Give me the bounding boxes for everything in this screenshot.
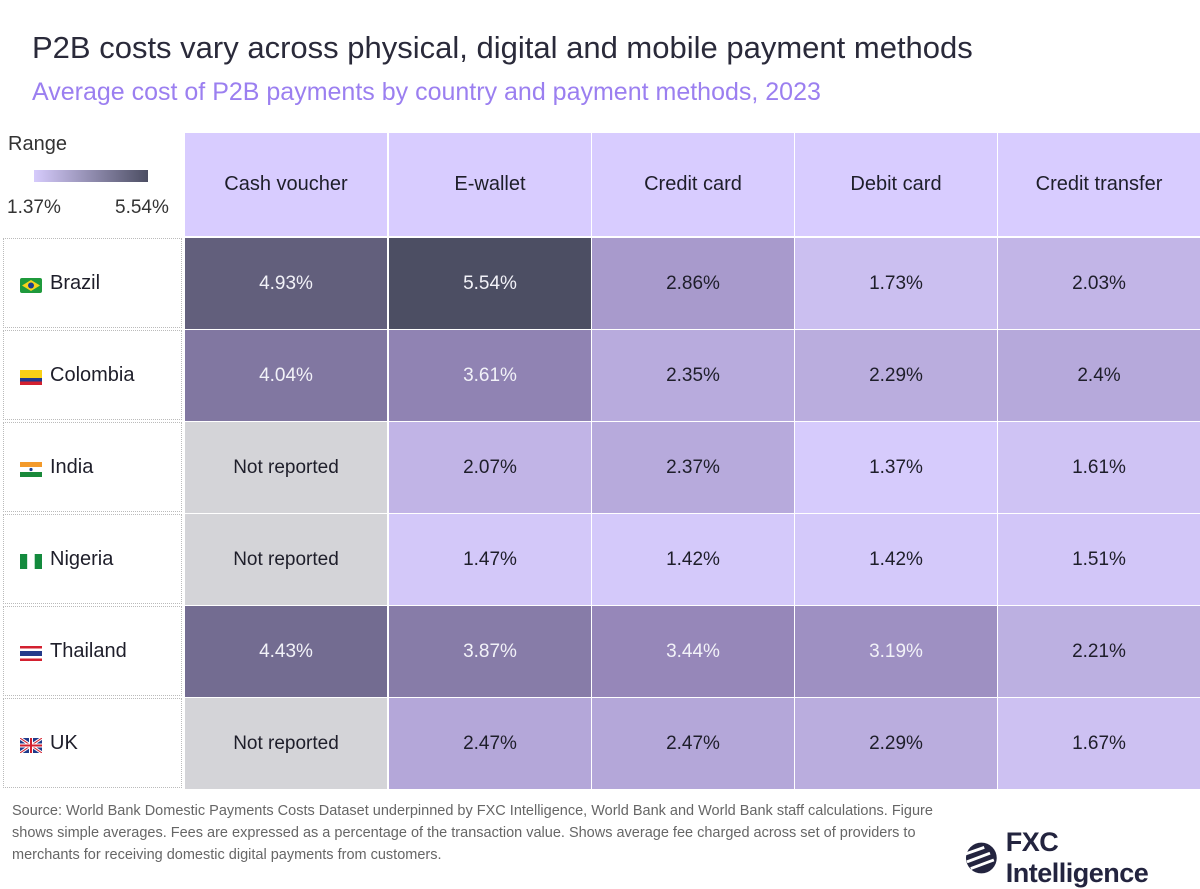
country-name: Thailand	[50, 639, 127, 662]
row-label: UK	[3, 698, 182, 788]
colombia-flag-icon	[20, 368, 42, 385]
heatmap-cell: Not reported	[185, 698, 387, 789]
column-header: Cash voucher	[185, 133, 387, 236]
heatmap-cell: 4.93%	[185, 238, 387, 329]
fxc-logo-icon	[965, 842, 997, 874]
heatmap-cell: 2.47%	[389, 698, 591, 789]
column-header: Credit card	[592, 133, 794, 236]
source-note: Source: World Bank Domestic Payments Cos…	[12, 803, 933, 863]
heatmap-cell: 1.61%	[998, 422, 1200, 513]
logo-text: FXC Intelligence	[1005, 827, 1149, 888]
legend-label: Range	[8, 133, 67, 155]
heatmap-cell: 2.07%	[389, 422, 591, 513]
fxc-logo: FXC Intelligence	[965, 827, 1200, 889]
brazil-flag-icon	[20, 276, 42, 293]
heatmap-cell: 5.54%	[389, 238, 591, 329]
heatmap-cell: 1.42%	[592, 514, 794, 605]
country-name: Colombia	[50, 363, 135, 386]
legend-max: 5.54%	[115, 197, 169, 218]
legend-gradient-bar	[34, 170, 148, 182]
heatmap-cell: 2.86%	[592, 238, 794, 329]
heatmap-cell: 1.47%	[389, 514, 591, 605]
heatmap-cell: 3.61%	[389, 330, 591, 421]
heatmap-cell: 4.43%	[185, 606, 387, 697]
heatmap-cell: 2.4%	[998, 330, 1200, 421]
row-label: Colombia	[3, 330, 182, 420]
row-label: Brazil	[3, 238, 182, 328]
heatmap-cell: 2.29%	[795, 330, 997, 421]
heatmap-cell: 2.29%	[795, 698, 997, 789]
heatmap-cell: 1.42%	[795, 514, 997, 605]
country-name: India	[50, 455, 94, 478]
heatmap-cell: 2.37%	[592, 422, 794, 513]
heatmap-cell: 2.03%	[998, 238, 1200, 329]
heatmap-cell: Not reported	[185, 422, 387, 513]
thailand-flag-icon	[20, 644, 42, 661]
heatmap-cell: 2.35%	[592, 330, 794, 421]
country-name: UK	[50, 731, 78, 754]
heatmap-cell: 2.47%	[592, 698, 794, 789]
row-label: India	[3, 422, 182, 512]
uk-flag-icon	[19, 736, 43, 754]
row-label: Thailand	[3, 606, 182, 696]
chart-title: P2B costs vary across physical, digital …	[32, 30, 973, 65]
heatmap-cell: 3.87%	[389, 606, 591, 697]
heatmap-cell: 3.19%	[795, 606, 997, 697]
heatmap-cell: 4.04%	[185, 330, 387, 421]
heatmap-cell: 3.44%	[592, 606, 794, 697]
heatmap-cell: Not reported	[185, 514, 387, 605]
chart-subtitle: Average cost of P2B payments by country …	[32, 78, 821, 106]
country-name: Brazil	[50, 271, 101, 294]
heatmap-cell: 2.21%	[998, 606, 1200, 697]
column-header: Debit card	[795, 133, 997, 236]
column-header: E-wallet	[389, 133, 591, 236]
heatmap-cell: 1.51%	[998, 514, 1200, 605]
nigeria-flag-icon	[20, 552, 42, 569]
heatmap-cell: 1.73%	[795, 238, 997, 329]
column-header: Credit transfer	[998, 133, 1200, 236]
india-flag-icon	[20, 460, 42, 477]
heatmap-cell: 1.67%	[998, 698, 1200, 789]
heatmap-cell: 1.37%	[795, 422, 997, 513]
country-name: Nigeria	[50, 547, 114, 570]
row-label: Nigeria	[3, 514, 182, 604]
legend-min: 1.37%	[7, 197, 61, 218]
